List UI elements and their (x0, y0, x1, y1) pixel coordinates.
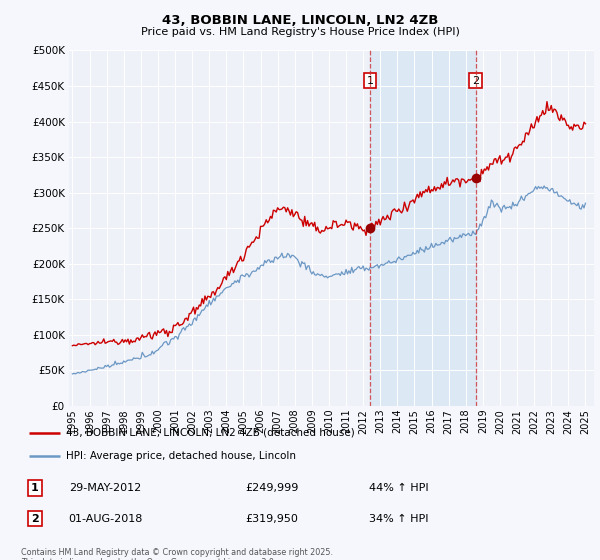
Text: £319,950: £319,950 (245, 514, 298, 524)
Text: 2: 2 (31, 514, 39, 524)
Text: Price paid vs. HM Land Registry's House Price Index (HPI): Price paid vs. HM Land Registry's House … (140, 27, 460, 37)
Text: 1: 1 (31, 483, 39, 493)
Bar (370, 50, 476, 406)
Text: HPI: Average price, detached house, Lincoln: HPI: Average price, detached house, Linc… (66, 451, 296, 461)
Text: 44% ↑ HPI: 44% ↑ HPI (369, 483, 428, 493)
Text: 34% ↑ HPI: 34% ↑ HPI (369, 514, 428, 524)
Text: Contains HM Land Registry data © Crown copyright and database right 2025.
This d: Contains HM Land Registry data © Crown c… (21, 548, 333, 560)
Text: 1: 1 (367, 76, 374, 86)
Text: 2: 2 (472, 76, 479, 86)
Text: 01-AUG-2018: 01-AUG-2018 (68, 514, 143, 524)
Text: 43, BOBBIN LANE, LINCOLN, LN2 4ZB (detached house): 43, BOBBIN LANE, LINCOLN, LN2 4ZB (detac… (66, 428, 355, 438)
Text: 43, BOBBIN LANE, LINCOLN, LN2 4ZB: 43, BOBBIN LANE, LINCOLN, LN2 4ZB (162, 14, 438, 27)
Text: £249,999: £249,999 (245, 483, 299, 493)
Text: 29-MAY-2012: 29-MAY-2012 (68, 483, 141, 493)
